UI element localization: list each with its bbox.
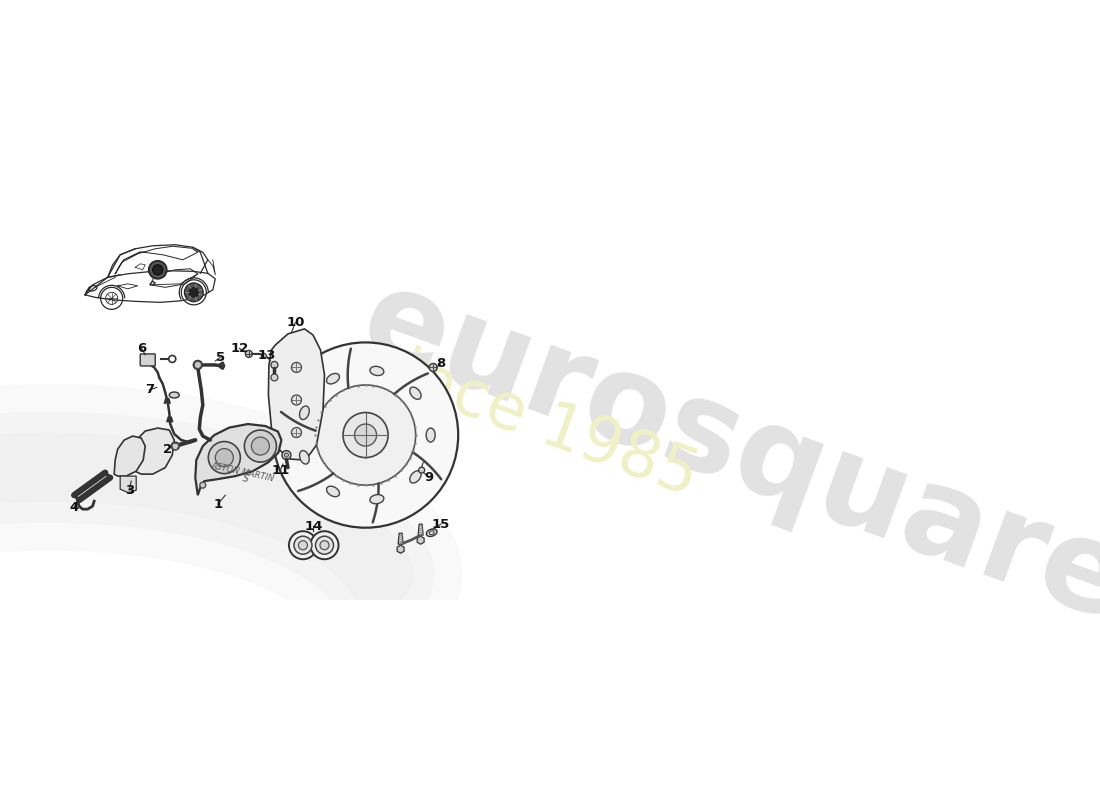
Polygon shape <box>418 524 424 535</box>
Circle shape <box>282 450 290 459</box>
Text: 7: 7 <box>145 383 154 397</box>
Text: 8: 8 <box>436 358 446 370</box>
Text: eurosquares: eurosquares <box>345 258 1100 672</box>
Circle shape <box>316 536 333 554</box>
Text: 6: 6 <box>138 342 146 355</box>
Text: 2: 2 <box>163 442 173 455</box>
Circle shape <box>153 265 163 275</box>
Text: since 1985: since 1985 <box>358 331 707 509</box>
Polygon shape <box>417 536 425 544</box>
Text: ASTON MARTIN: ASTON MARTIN <box>210 462 275 484</box>
Ellipse shape <box>370 494 384 504</box>
Text: 4: 4 <box>69 501 79 514</box>
Circle shape <box>216 449 233 466</box>
Polygon shape <box>398 534 403 544</box>
Ellipse shape <box>299 450 309 464</box>
Circle shape <box>172 442 179 450</box>
Circle shape <box>419 467 425 473</box>
Circle shape <box>194 361 202 370</box>
Circle shape <box>429 363 437 371</box>
Ellipse shape <box>410 470 421 483</box>
Circle shape <box>310 531 339 559</box>
Ellipse shape <box>410 387 421 399</box>
Circle shape <box>292 395 301 405</box>
FancyBboxPatch shape <box>140 354 155 366</box>
Text: 14: 14 <box>305 520 322 533</box>
Polygon shape <box>114 436 145 476</box>
Circle shape <box>273 342 459 528</box>
Circle shape <box>289 531 317 559</box>
Circle shape <box>298 541 308 550</box>
Circle shape <box>200 482 206 488</box>
Circle shape <box>292 427 301 438</box>
Circle shape <box>271 374 278 381</box>
Circle shape <box>343 413 388 458</box>
Circle shape <box>354 424 376 446</box>
Text: 3: 3 <box>124 484 134 497</box>
Polygon shape <box>196 424 282 495</box>
Text: S: S <box>241 474 250 485</box>
Circle shape <box>271 362 278 369</box>
Ellipse shape <box>426 428 436 442</box>
Circle shape <box>262 354 266 358</box>
Text: 10: 10 <box>286 316 305 329</box>
Ellipse shape <box>370 366 384 375</box>
Circle shape <box>292 362 301 373</box>
Circle shape <box>189 287 199 297</box>
Circle shape <box>285 453 288 457</box>
Circle shape <box>320 541 329 550</box>
Circle shape <box>244 430 276 462</box>
Circle shape <box>252 437 270 455</box>
Circle shape <box>245 350 252 358</box>
Ellipse shape <box>299 406 309 419</box>
Ellipse shape <box>169 392 179 398</box>
Text: 1: 1 <box>213 498 222 510</box>
Text: 12: 12 <box>230 342 249 355</box>
Polygon shape <box>120 476 136 493</box>
Text: 9: 9 <box>425 471 433 484</box>
Circle shape <box>208 442 241 474</box>
Text: 11: 11 <box>272 464 289 477</box>
Circle shape <box>294 536 312 554</box>
Ellipse shape <box>429 531 434 534</box>
Ellipse shape <box>327 374 340 384</box>
Ellipse shape <box>427 529 437 537</box>
Text: 13: 13 <box>257 350 276 362</box>
Text: 15: 15 <box>431 518 450 530</box>
Polygon shape <box>133 428 174 474</box>
Polygon shape <box>268 329 324 460</box>
Text: 5: 5 <box>216 351 224 364</box>
Ellipse shape <box>327 486 340 497</box>
Polygon shape <box>397 546 404 554</box>
Circle shape <box>148 261 167 279</box>
Circle shape <box>185 283 204 302</box>
Circle shape <box>316 385 416 485</box>
